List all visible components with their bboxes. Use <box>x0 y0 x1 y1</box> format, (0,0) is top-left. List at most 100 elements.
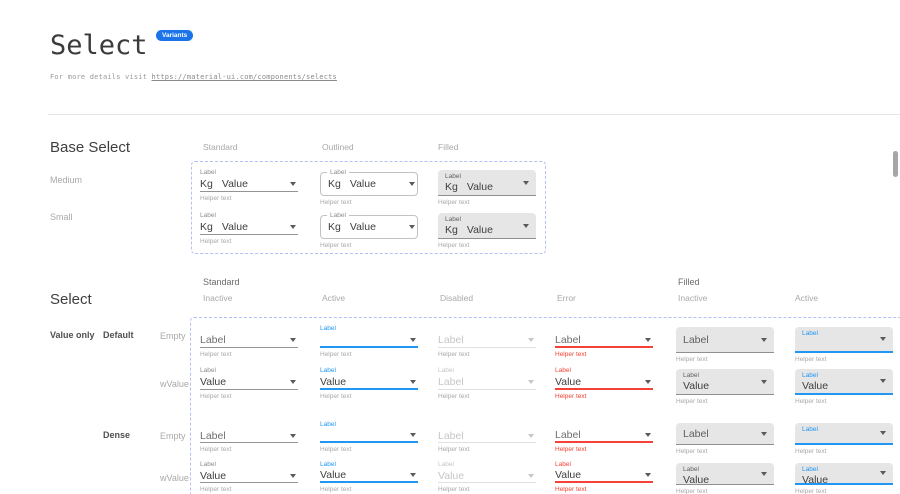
details-line: For more details visit https://material-… <box>50 73 337 81</box>
select-control[interactable]: Label <box>795 327 893 353</box>
field-label: Label <box>555 367 571 374</box>
helper-text: Helper text <box>438 446 470 453</box>
helper-text: Helper text <box>200 351 232 358</box>
select-field-filled-active[interactable]: Label Helper text <box>795 420 893 455</box>
select-field-filled-inactive[interactable]: Label Helper text <box>676 420 774 455</box>
field-value: Value <box>466 224 493 236</box>
select-field-standard-inactive[interactable]: Label Value Helper text <box>200 460 298 493</box>
select-control[interactable] <box>320 429 418 443</box>
select-field-standard-disabled[interactable]: Label Helper text <box>438 420 536 453</box>
select-field-standard-disabled[interactable]: Label Value Helper text <box>438 460 536 493</box>
select-control[interactable] <box>320 333 418 348</box>
select-field-filled-inactive[interactable]: Label Value Helper text <box>676 460 774 494</box>
select-field-standard-active[interactable]: Label Helper text <box>320 420 418 453</box>
select-control[interactable]: Label <box>555 333 653 348</box>
select-field-standard-inactive[interactable]: Label Kg Value Helper text <box>200 211 298 245</box>
dropdown-arrow-icon <box>290 433 296 438</box>
field-label <box>438 420 536 429</box>
select-field-standard-inactive[interactable]: Label Value Helper text <box>200 366 298 400</box>
select-control[interactable]: Label Kg Value <box>320 211 418 239</box>
dropdown-arrow-icon <box>645 379 651 384</box>
select-control[interactable]: Label <box>676 423 774 445</box>
field-value: Label <box>438 334 464 346</box>
select-field-standard-error[interactable]: Label Value Helper text <box>555 366 653 400</box>
select-field-filled-inactive[interactable]: Label Kg Value Helper text <box>438 210 536 249</box>
select-field-standard-error[interactable]: Label Helper text <box>555 324 653 358</box>
select-control[interactable]: Value <box>200 469 298 483</box>
select-control[interactable]: Label <box>795 423 893 445</box>
select-field-standard-active[interactable]: Label Value Helper text <box>320 460 418 493</box>
select-field-filled-active[interactable]: Label Value Helper text <box>795 366 893 405</box>
field-value: Value <box>466 181 493 193</box>
field-label: Label <box>200 367 216 374</box>
select-field-standard-error[interactable]: Label Helper text <box>555 420 653 453</box>
select-field-outlined-default[interactable]: Label Kg Value Helper text <box>320 211 418 249</box>
field-value: Value <box>802 380 829 392</box>
dropdown-arrow-icon <box>880 379 886 383</box>
select-field-standard-inactive[interactable]: Label Helper text <box>200 324 298 358</box>
select-field-filled-active[interactable]: Label Value Helper text <box>795 460 893 494</box>
field-label: Label <box>445 173 461 180</box>
select-field-filled-inactive[interactable]: Label Kg Value Helper text <box>438 167 536 206</box>
select-control[interactable]: Label <box>200 429 298 443</box>
select-control[interactable]: Label Kg Value <box>438 170 536 196</box>
select-control[interactable]: Value <box>320 375 418 390</box>
select-field-filled-inactive[interactable]: Label Value Helper text <box>676 366 774 405</box>
row-dense-empty: Empty <box>160 431 186 441</box>
select-control[interactable]: Label Value <box>795 463 893 486</box>
select-control[interactable]: Label Value <box>676 369 774 395</box>
header-divider <box>48 114 900 115</box>
field-value-row: Label <box>683 333 767 346</box>
select-control[interactable]: Label <box>438 375 536 390</box>
helper-text: Helper text <box>555 393 587 400</box>
dropdown-arrow-icon <box>645 337 651 342</box>
select-control[interactable]: Value <box>555 375 653 390</box>
select-field-standard-inactive[interactable]: Label Helper text <box>200 420 298 453</box>
select-control[interactable]: Label <box>676 327 774 353</box>
select-control[interactable]: Value <box>200 375 298 390</box>
dropdown-arrow-icon <box>880 337 886 341</box>
select-control[interactable]: Label <box>438 333 536 348</box>
select-field-standard-disabled[interactable]: Label Helper text <box>438 324 536 358</box>
select-field-standard-active[interactable]: Label Helper text <box>320 324 418 358</box>
select-control[interactable]: Label Value <box>676 463 774 486</box>
field-value: Value <box>320 375 347 388</box>
select-field-outlined-default[interactable]: Label Kg Value Helper text <box>320 168 418 206</box>
field-value: Label <box>683 427 709 440</box>
select-control[interactable]: Label Value <box>795 369 893 395</box>
vertical-scrollbar[interactable] <box>893 151 898 177</box>
select-control[interactable]: Label <box>200 333 298 348</box>
select-field-standard-active[interactable]: Label Value Helper text <box>320 366 418 400</box>
field-label: Label <box>327 168 349 177</box>
select-control[interactable]: Label <box>438 429 536 443</box>
helper-text: Helper text <box>555 486 587 493</box>
field-value: Label <box>438 376 464 388</box>
select-control[interactable]: Value <box>438 469 536 483</box>
helper-text: Helper text <box>438 351 470 358</box>
select-control[interactable]: Value <box>555 469 653 483</box>
select-control[interactable]: Label Kg Value <box>320 168 418 196</box>
dropdown-arrow-icon <box>528 473 534 478</box>
select-field-standard-disabled[interactable]: Label Label Helper text <box>438 366 536 400</box>
field-adornment: Kg <box>200 178 213 190</box>
field-adornment: Kg <box>328 178 341 190</box>
select-field-filled-inactive[interactable]: Label Helper text <box>676 324 774 363</box>
dropdown-arrow-icon <box>528 433 534 438</box>
field-value-row: Value <box>683 380 767 392</box>
field-label: Label <box>320 421 336 428</box>
field-label: Label <box>438 461 454 468</box>
helper-text: Helper text <box>200 195 232 202</box>
details-link[interactable]: https://material-ui.com/components/selec… <box>151 73 337 81</box>
select-field-filled-active[interactable]: Label Helper text <box>795 324 893 363</box>
select-control[interactable]: Kg Value <box>200 177 298 192</box>
helper-text: Helper text <box>555 351 587 358</box>
field-label: Label <box>802 426 818 433</box>
select-control[interactable]: Label <box>555 429 653 443</box>
select-control[interactable]: Value <box>320 469 418 483</box>
helper-text: Helper text <box>320 393 352 400</box>
select-field-standard-error[interactable]: Label Value Helper text <box>555 460 653 493</box>
select-field-standard-inactive[interactable]: Label Kg Value Helper text <box>200 168 298 202</box>
select-control[interactable]: Kg Value <box>200 220 298 235</box>
field-label: Label <box>320 325 336 332</box>
select-control[interactable]: Label Kg Value <box>438 213 536 239</box>
